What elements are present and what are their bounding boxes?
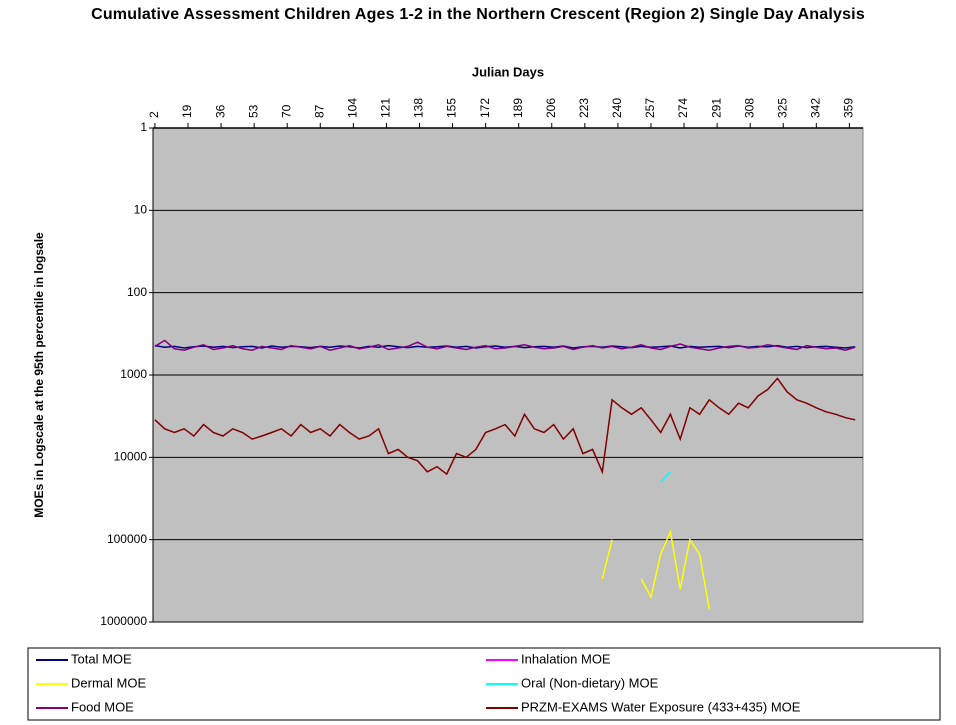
x-tick-label: 359 [842, 98, 856, 118]
legend-label: Food MOE [71, 699, 134, 714]
x-tick-label: 206 [544, 98, 558, 118]
x-tick-label: 70 [279, 104, 293, 118]
y-tick-label: 100000 [107, 532, 147, 546]
x-tick-label: 240 [610, 98, 624, 118]
x-tick-label: 53 [246, 104, 260, 118]
legend-label: Inhalation MOE [521, 651, 611, 666]
x-tick-label: 308 [742, 98, 756, 118]
y-tick-label: 10000 [114, 450, 148, 464]
x-tick-label: 291 [709, 98, 723, 118]
x-tick-label: 87 [312, 104, 326, 118]
series-line [601, 529, 711, 610]
legend-label: PRZM-EXAMS Water Exposure (433+435) MOE [521, 699, 801, 714]
x-tick-label: 121 [379, 98, 393, 118]
x-tick-label: 36 [213, 104, 227, 118]
legend-label: Oral (Non-dietary) MOE [521, 675, 659, 690]
y-tick-label: 1 [140, 120, 147, 134]
series-line [660, 471, 671, 483]
y-tick-label: 1000000 [100, 614, 147, 628]
x-tick-label: 342 [808, 98, 822, 118]
x-tick-label: 189 [511, 98, 525, 118]
series-line [154, 377, 856, 476]
y-tick-label: 100 [127, 285, 147, 299]
y-axis-label: MOEs in Logscale at the 95th percentile … [32, 232, 46, 518]
x-tick-label: 274 [676, 98, 690, 118]
y-tick-label: 10 [134, 203, 148, 217]
legend-label: Dermal MOE [71, 675, 146, 690]
x-tick-label: 325 [775, 98, 789, 118]
x-tick-label: 104 [346, 98, 360, 118]
y-tick-label: 1000 [120, 367, 147, 381]
chart-title: Cumulative Assessment Children Ages 1-2 … [91, 6, 865, 23]
x-tick-label: 155 [445, 98, 459, 118]
legend-label: Total MOE [71, 651, 132, 666]
x-axis-label: Julian Days [472, 64, 544, 79]
x-tick-label: 257 [643, 98, 657, 118]
series-line [154, 339, 856, 351]
x-tick-label: 172 [478, 98, 492, 118]
legend-box [27, 647, 941, 721]
x-tick-label: 138 [412, 98, 426, 118]
x-tick-label: 223 [577, 98, 591, 118]
x-tick-label: 19 [180, 104, 194, 118]
x-tick-label: 2 [147, 111, 161, 118]
